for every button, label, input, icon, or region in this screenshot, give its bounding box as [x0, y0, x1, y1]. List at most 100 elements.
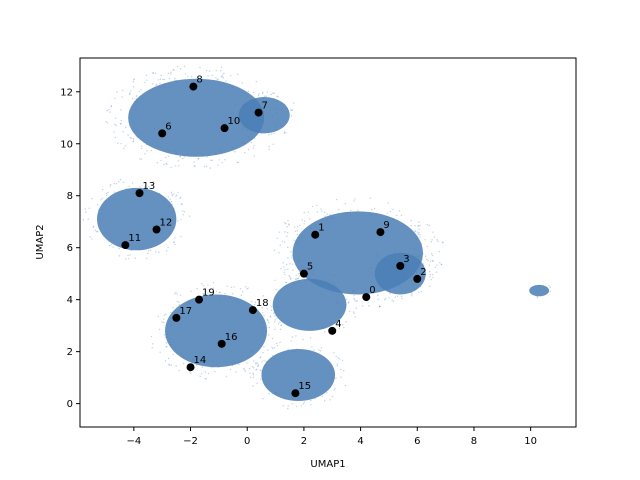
background-speck — [549, 286, 552, 288]
background-speck — [252, 91, 255, 94]
background-speck — [389, 292, 391, 295]
background-speck — [173, 149, 176, 152]
background-speck — [221, 76, 223, 78]
background-speck — [379, 305, 381, 308]
background-speck — [115, 124, 117, 127]
background-speck — [291, 402, 293, 405]
background-speck — [267, 321, 270, 324]
background-speck — [173, 207, 175, 210]
background-speck — [158, 328, 161, 331]
background-speck — [291, 109, 293, 111]
background-speck — [350, 209, 352, 212]
background-speck — [119, 123, 122, 125]
background-speck — [177, 160, 179, 162]
background-speck — [118, 255, 121, 257]
background-speck — [171, 193, 173, 195]
background-speck — [155, 83, 158, 86]
background-speck — [235, 371, 237, 373]
background-speck — [290, 277, 292, 280]
background-speck — [311, 273, 314, 275]
background-speck — [340, 368, 342, 371]
background-speck — [164, 86, 167, 88]
background-speck — [178, 303, 180, 306]
background-speck — [373, 207, 376, 210]
background-speck — [410, 219, 412, 222]
background-speck — [371, 285, 374, 287]
background-speck — [97, 209, 100, 211]
background-speck — [224, 293, 226, 295]
background-speck — [108, 108, 110, 111]
background-speck — [157, 79, 159, 81]
background-speck — [188, 302, 190, 305]
background-speck — [297, 247, 300, 250]
background-speck — [266, 91, 268, 93]
background-speck — [323, 400, 326, 402]
background-speck — [178, 369, 180, 372]
background-speck — [422, 252, 424, 255]
background-speck — [221, 161, 223, 164]
background-speck — [132, 86, 135, 88]
background-speck — [146, 187, 148, 189]
background-speck — [167, 72, 170, 75]
background-speck — [275, 306, 278, 308]
background-speck — [145, 189, 147, 191]
background-speck — [293, 258, 295, 261]
background-speck — [414, 237, 416, 239]
background-speck — [136, 103, 138, 106]
background-speck — [329, 214, 331, 216]
background-speck — [187, 75, 189, 78]
background-speck — [352, 290, 354, 293]
background-speck — [353, 299, 356, 301]
background-speck — [160, 74, 162, 77]
background-speck — [284, 269, 286, 271]
y-tick-label: 12 — [60, 87, 73, 98]
background-speck — [121, 96, 123, 98]
background-speck — [152, 72, 154, 74]
background-speck — [242, 142, 244, 145]
background-speck — [236, 299, 238, 301]
background-speck — [220, 66, 223, 68]
background-speck — [249, 355, 251, 358]
background-speck — [293, 102, 295, 104]
background-speck — [230, 286, 233, 288]
background-speck — [285, 281, 287, 284]
background-speck — [261, 331, 264, 333]
background-speck — [159, 351, 161, 353]
background-speck — [267, 349, 269, 351]
background-speck — [257, 364, 260, 366]
background-speck — [335, 274, 337, 277]
background-speck — [273, 358, 275, 360]
background-speck — [272, 354, 274, 357]
background-speck — [549, 290, 551, 292]
background-speck — [262, 352, 264, 354]
background-speck — [272, 312, 275, 315]
background-speck — [139, 158, 141, 160]
background-speck — [276, 95, 278, 98]
background-speck — [141, 145, 143, 147]
background-speck — [182, 355, 185, 358]
background-speck — [420, 242, 423, 245]
background-speck — [242, 127, 244, 129]
background-speck — [163, 321, 165, 324]
background-speck — [367, 301, 369, 303]
background-speck — [374, 274, 376, 276]
background-speck — [276, 237, 278, 240]
centroid-label-2: 2 — [420, 267, 426, 278]
background-speck — [430, 240, 433, 243]
background-speck — [205, 378, 208, 380]
background-speck — [536, 297, 539, 299]
centroid-label-18: 18 — [256, 298, 269, 309]
background-speck — [297, 277, 299, 279]
background-speck — [432, 231, 434, 233]
background-speck — [441, 241, 444, 244]
background-speck — [219, 150, 222, 152]
background-cluster-8 — [529, 284, 550, 297]
background-speck — [400, 214, 403, 217]
background-speck — [324, 211, 326, 214]
background-speck — [261, 312, 264, 314]
background-speck — [124, 258, 127, 260]
background-speck — [417, 225, 419, 227]
background-speck — [122, 181, 125, 183]
background-speck — [179, 68, 182, 70]
background-speck — [109, 185, 111, 187]
